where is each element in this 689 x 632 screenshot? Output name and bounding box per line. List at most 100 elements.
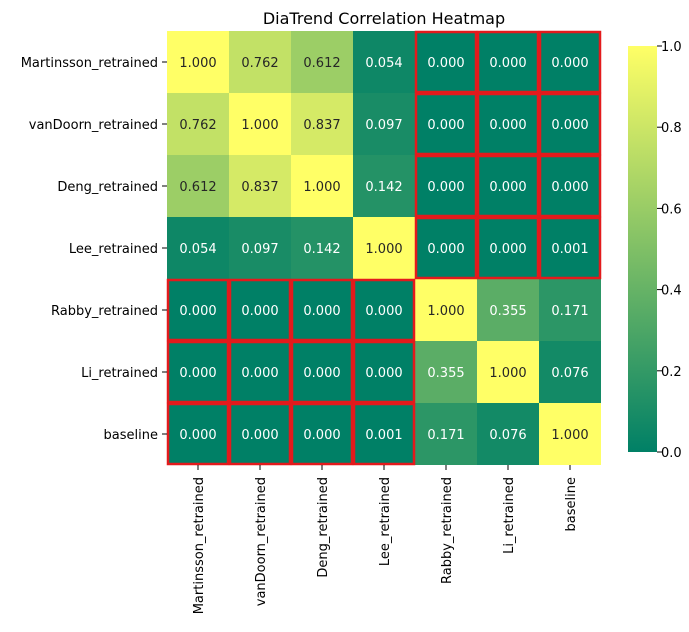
heatmap-cell bbox=[229, 31, 291, 93]
heatmap-cells bbox=[167, 31, 601, 465]
column-tick-label: Lee_retrained bbox=[378, 477, 393, 566]
chart-title: DiaTrend Correlation Heatmap bbox=[263, 9, 505, 28]
highlight-outline bbox=[166, 278, 230, 342]
cell-value-label: 0.000 bbox=[303, 428, 340, 443]
cell-value-label: 0.142 bbox=[365, 180, 402, 195]
colorbar-tick-label: 0.2 bbox=[661, 365, 682, 380]
highlight-outline bbox=[476, 30, 540, 94]
heatmap-cell bbox=[539, 403, 601, 465]
heatmap-cell bbox=[229, 217, 291, 279]
cell-value-label: 0.000 bbox=[179, 304, 216, 319]
cell-value-label: 0.000 bbox=[179, 428, 216, 443]
highlight-outline bbox=[476, 216, 540, 280]
cell-value-label: 0.000 bbox=[303, 304, 340, 319]
heatmap-cell bbox=[539, 93, 601, 155]
cell-value-label: 0.054 bbox=[179, 242, 216, 257]
heatmap-cell bbox=[229, 93, 291, 155]
heatmap-cell bbox=[229, 403, 291, 465]
highlight-outline bbox=[228, 278, 292, 342]
heatmap-cell bbox=[291, 341, 353, 403]
heatmap-cell bbox=[229, 155, 291, 217]
column-tick-label: Deng_retrained bbox=[316, 477, 331, 578]
row-tick-label: baseline bbox=[104, 428, 158, 443]
column-tick-labels: Martinsson_retrained vanDoorn_retrained De… bbox=[192, 465, 579, 614]
heatmap-cell bbox=[229, 279, 291, 341]
heatmap-cell bbox=[477, 31, 539, 93]
highlight-outline bbox=[538, 216, 602, 280]
heatmap-cell bbox=[229, 341, 291, 403]
row-tick-label: Lee_retrained bbox=[69, 242, 158, 257]
row-tick-label: Li_retrained bbox=[81, 366, 158, 381]
column-tick-label: vanDoorn_retrained bbox=[254, 477, 269, 606]
cell-value-label: 0.355 bbox=[427, 366, 464, 381]
heatmap-cell bbox=[539, 155, 601, 217]
cell-value-label: 0.000 bbox=[551, 180, 588, 195]
cell-value-label: 0.000 bbox=[303, 366, 340, 381]
heatmap-cell bbox=[353, 403, 415, 465]
cell-value-label: 0.000 bbox=[551, 56, 588, 71]
highlight-outline bbox=[166, 340, 230, 404]
cell-value-label: 0.171 bbox=[551, 304, 588, 319]
cell-value-label: 0.000 bbox=[241, 428, 278, 443]
highlight-outline bbox=[352, 278, 416, 342]
heatmap-cell bbox=[167, 217, 229, 279]
colorbar-tick-label: 0.6 bbox=[661, 202, 682, 217]
heatmap-cell bbox=[291, 279, 353, 341]
heatmap-cell bbox=[291, 31, 353, 93]
cell-value-label: 1.000 bbox=[179, 56, 216, 71]
highlight-outline bbox=[166, 402, 230, 466]
cell-value-label: 0.000 bbox=[427, 56, 464, 71]
heatmap-cell bbox=[539, 279, 601, 341]
highlight-outline bbox=[538, 92, 602, 156]
heatmap-cell bbox=[477, 93, 539, 155]
colorbar-tick-label: 0.4 bbox=[661, 284, 682, 299]
colorbar-tick-label: 0.0 bbox=[661, 446, 682, 461]
cell-value-label: 0.076 bbox=[551, 366, 588, 381]
cell-value-label: 1.000 bbox=[365, 242, 402, 257]
column-tick-label: Martinsson_retrained bbox=[192, 477, 207, 614]
heatmap-cell bbox=[353, 279, 415, 341]
row-tick-label: Deng_retrained bbox=[57, 180, 158, 195]
heatmap-cell bbox=[415, 93, 477, 155]
cell-value-label: 0.001 bbox=[551, 242, 588, 257]
heatmap-cell bbox=[167, 31, 229, 93]
highlight-outline bbox=[228, 340, 292, 404]
row-tick-label: Rabby_retrained bbox=[51, 304, 158, 319]
highlight-outline bbox=[228, 402, 292, 466]
highlight-outline bbox=[476, 154, 540, 218]
cell-value-label: 0.000 bbox=[365, 366, 402, 381]
highlight-outline bbox=[414, 30, 478, 94]
cell-value-label: 0.355 bbox=[489, 304, 526, 319]
heatmap-cell bbox=[167, 341, 229, 403]
row-tick-label: Martinsson_retrained bbox=[21, 56, 158, 71]
cell-value-label: 0.142 bbox=[303, 242, 340, 257]
highlight-outline bbox=[290, 278, 354, 342]
heatmap-cell bbox=[291, 403, 353, 465]
heatmap-cell bbox=[539, 341, 601, 403]
highlight-outline bbox=[414, 92, 478, 156]
cell-value-label: 0.076 bbox=[489, 428, 526, 443]
heatmap-cell bbox=[353, 155, 415, 217]
column-tick-label: Rabby_retrained bbox=[440, 477, 455, 584]
heatmap-cell bbox=[353, 31, 415, 93]
cell-value-label: 0.171 bbox=[427, 428, 464, 443]
heatmap-cell bbox=[415, 31, 477, 93]
cell-value-label: 0.097 bbox=[241, 242, 278, 257]
cell-value-label: 0.612 bbox=[179, 180, 216, 195]
colorbar-tick-label: 1.0 bbox=[661, 40, 682, 55]
cell-value-label: 1.000 bbox=[551, 428, 588, 443]
cell-value-label: 0.837 bbox=[303, 118, 340, 133]
column-tick-label: baseline bbox=[564, 477, 579, 531]
heatmap-cell bbox=[415, 279, 477, 341]
cell-value-label: 0.000 bbox=[427, 180, 464, 195]
cell-value-label: 0.097 bbox=[365, 118, 402, 133]
heatmap-cell bbox=[167, 279, 229, 341]
cell-value-label: 0.837 bbox=[241, 180, 278, 195]
cell-value-label: 1.000 bbox=[427, 304, 464, 319]
heatmap-cell bbox=[167, 93, 229, 155]
column-tick-label: Li_retrained bbox=[502, 477, 517, 554]
cell-value-label: 0.000 bbox=[241, 366, 278, 381]
highlight-outline bbox=[290, 402, 354, 466]
highlight-outline bbox=[538, 30, 602, 94]
row-tick-label: vanDoorn_retrained bbox=[29, 118, 158, 133]
